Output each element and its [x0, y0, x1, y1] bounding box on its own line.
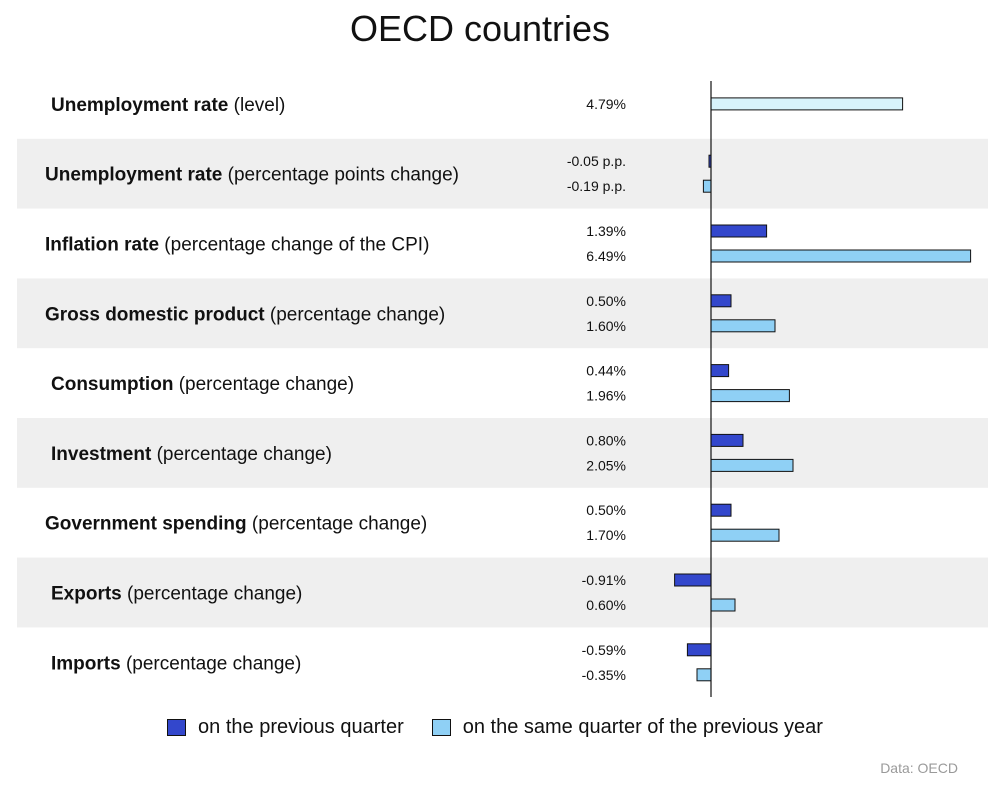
data-label: -0.91%: [582, 572, 626, 588]
chart-title: OECD countries: [349, 8, 611, 49]
row-label-detail: (percentage points change): [222, 165, 459, 186]
row-label: Gross domestic product (percentage chang…: [45, 304, 445, 325]
bar-previous-quarter: [710, 294, 732, 308]
bar-previous-year: [710, 458, 794, 472]
legend: on the previous quarter on the same quar…: [0, 716, 990, 739]
bar-previous-quarter: [710, 224, 768, 238]
row-label-bold: Government spending: [45, 514, 247, 535]
bar-previous-quarter: [686, 643, 712, 657]
row-label: Unemployment rate (percentage points cha…: [45, 165, 459, 186]
bar-previous-year: [702, 179, 712, 193]
legend-label-previous-quarter: on the previous quarter: [198, 716, 404, 738]
bar-previous-quarter: [710, 364, 730, 378]
data-label: 1.70%: [586, 527, 626, 543]
row-label-bold: Imports: [51, 653, 121, 674]
row-label: Exports (percentage change): [51, 584, 302, 605]
row-label: Imports (percentage change): [51, 653, 301, 674]
row-label-bold: Inflation rate: [45, 235, 159, 256]
row-label: Investment (percentage change): [51, 444, 332, 465]
row-label-bold: Gross domestic product: [45, 304, 265, 325]
data-label: 6.49%: [586, 248, 626, 264]
row-label: Inflation rate (percentage change of the…: [45, 235, 429, 256]
data-label: 0.50%: [586, 293, 626, 309]
row-band: [17, 557, 988, 628]
bar-previous-year: [710, 249, 972, 263]
row-label-bold: Unemployment rate: [45, 165, 222, 186]
data-source: Data: OECD: [880, 760, 958, 776]
bar-chart: Unemployment rate (level) 4.79% Unemployme…: [17, 81, 988, 697]
bar-previous-quarter: [674, 573, 712, 587]
data-label: 0.80%: [586, 432, 626, 448]
row-label-detail: (percentage change): [122, 584, 303, 605]
bar-previous-year: [696, 668, 712, 682]
legend-item-previous-quarter: on the previous quarter: [167, 716, 404, 739]
row-label-detail: (percentage change): [121, 653, 302, 674]
row-label-detail: (percentage change of the CPI): [159, 235, 429, 256]
bar-previous-quarter: [710, 433, 744, 447]
row-label: Unemployment rate (level): [51, 95, 285, 116]
data-label: -0.19 p.p.: [567, 178, 626, 194]
data-label: -0.59%: [582, 642, 626, 658]
row-band: [17, 138, 988, 209]
data-label: 1.39%: [586, 223, 626, 239]
data-label: 1.96%: [586, 388, 626, 404]
row-label: Consumption (percentage change): [51, 374, 354, 395]
row-label: Government spending (percentage change): [45, 514, 427, 535]
row-label-bold: Investment: [51, 444, 152, 465]
bar-level: [710, 97, 904, 111]
row-label-detail: (percentage change): [265, 304, 446, 325]
legend-swatch-previous-year: [431, 719, 451, 736]
data-label: 1.60%: [586, 318, 626, 334]
row-label-detail: (level): [228, 95, 285, 116]
data-label: 4.79%: [586, 96, 626, 112]
data-label: -0.05 p.p.: [567, 153, 626, 169]
bar-previous-year: [710, 598, 736, 612]
row-band: [17, 418, 988, 488]
legend-label-previous-year: on the same quarter of the previous year: [462, 716, 823, 738]
legend-item-previous-year: on the same quarter of the previous year: [431, 716, 823, 739]
row-band: [17, 278, 988, 349]
bar-previous-quarter: [710, 503, 732, 517]
data-label: 0.50%: [586, 502, 626, 518]
data-label: 0.60%: [586, 597, 626, 613]
data-label: 0.44%: [586, 363, 626, 379]
row-label-bold: Consumption: [51, 374, 173, 395]
row-label-detail: (percentage change): [247, 514, 428, 535]
row-label-detail: (percentage change): [173, 374, 354, 395]
bar-previous-year: [710, 389, 790, 403]
row-label-detail: (percentage change): [151, 444, 332, 465]
bar-previous-year: [710, 528, 780, 542]
row-label-bold: Unemployment rate: [51, 95, 228, 116]
bar-previous-year: [710, 319, 776, 333]
legend-swatch-previous-quarter: [167, 719, 187, 736]
row-label-bold: Exports: [51, 584, 122, 605]
data-label: -0.35%: [582, 667, 626, 683]
data-label: 2.05%: [586, 457, 626, 473]
